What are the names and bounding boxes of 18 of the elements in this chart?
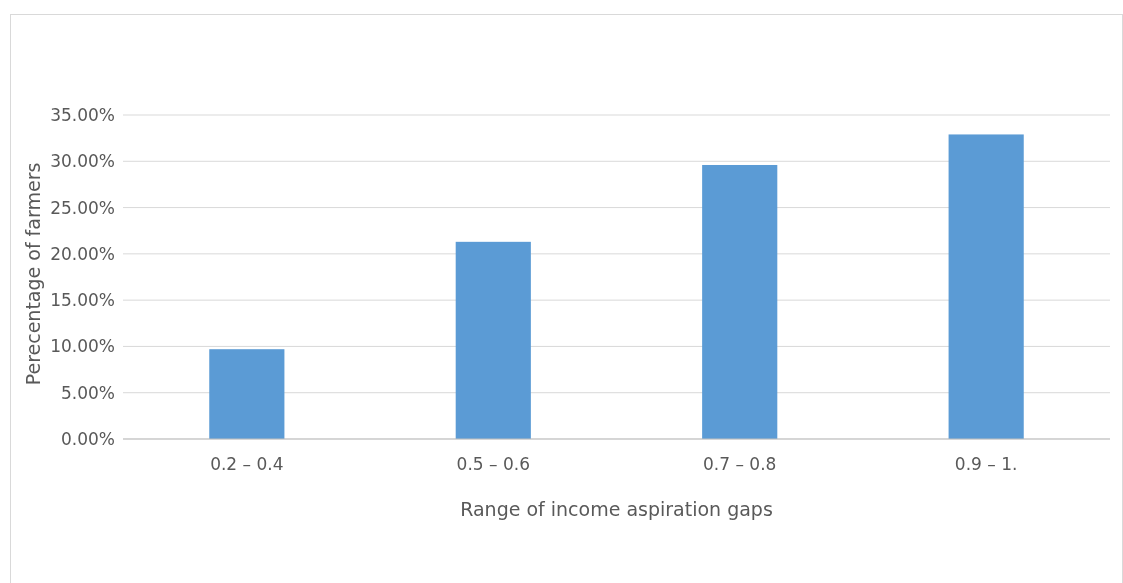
- bar: [948, 134, 1024, 439]
- y-tick-label: 35.00%: [50, 104, 115, 125]
- bar: [455, 241, 531, 439]
- y-tick-label: 15.00%: [50, 290, 115, 311]
- y-tick-label: 25.00%: [50, 197, 115, 218]
- bar: [209, 349, 285, 439]
- x-tick-label: 0.2 – 0.4: [210, 454, 284, 474]
- x-tick-label: 0.9 – 1.: [954, 454, 1018, 474]
- bar: [702, 164, 778, 439]
- x-axis-title: Range of income aspiration gaps: [460, 498, 773, 520]
- y-axis-title: Perecentage of farmers: [22, 162, 44, 386]
- y-tick-label: 20.00%: [50, 243, 115, 264]
- x-tick-label: 0.7 – 0.8: [703, 454, 777, 474]
- y-tick-label: 0.00%: [60, 428, 115, 449]
- x-tick-label: 0.5 – 0.6: [456, 454, 530, 474]
- y-tick-label: 30.00%: [50, 151, 115, 172]
- y-tick-label: 10.00%: [50, 336, 115, 357]
- y-tick-label: 5.00%: [60, 382, 115, 403]
